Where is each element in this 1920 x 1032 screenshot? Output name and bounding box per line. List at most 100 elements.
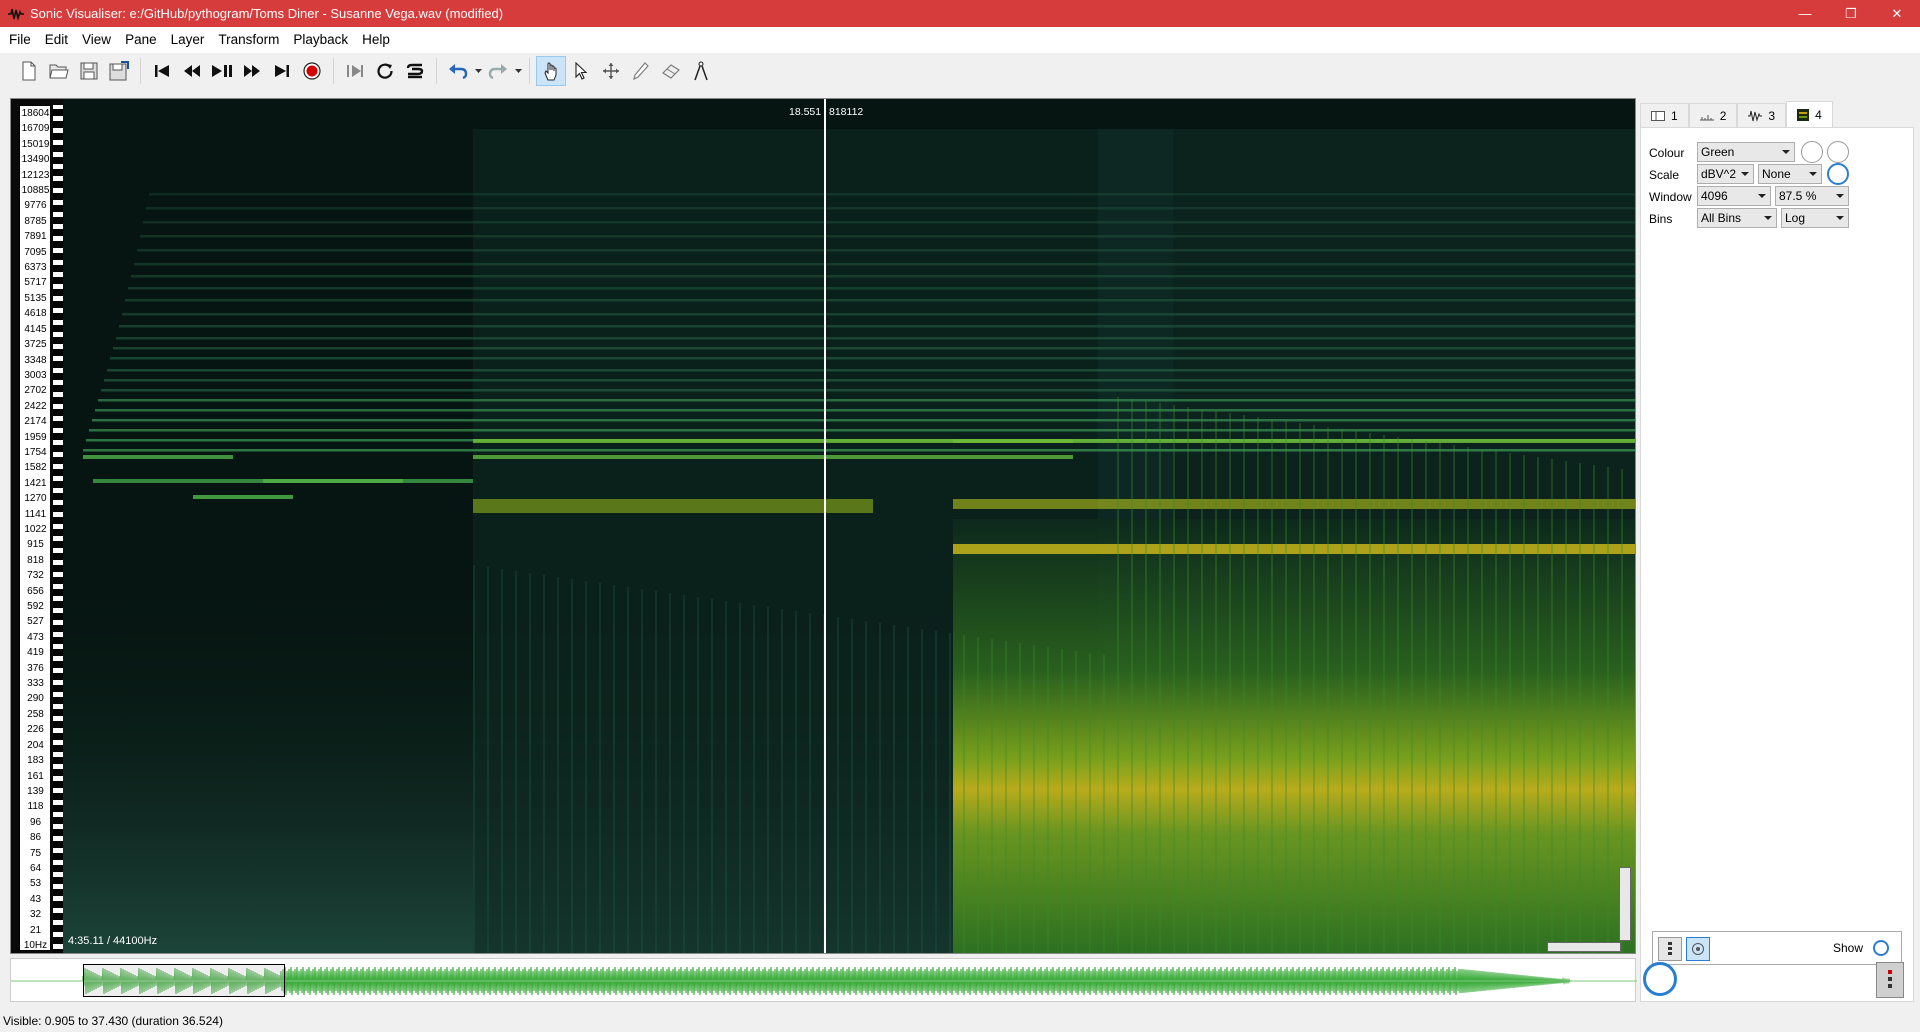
playback-speed-dial[interactable] (1643, 962, 1677, 996)
piano-key (53, 217, 63, 224)
bins-select[interactable]: All Bins (1697, 208, 1777, 228)
window-size-select[interactable]: 4096 (1697, 186, 1771, 206)
frequency-tick-label: 2422 (24, 400, 47, 412)
rewind-button[interactable] (177, 56, 207, 86)
piano-key (53, 133, 63, 140)
frequency-tick-label: 7095 (24, 246, 47, 258)
redo-history-dropdown[interactable] (513, 56, 523, 86)
frequency-tick-label: 226 (27, 724, 44, 736)
colour-select[interactable]: Green (1697, 142, 1795, 162)
layer-visibility-box: Show (1652, 931, 1902, 965)
piano-key (53, 445, 63, 452)
draw-tool-button[interactable] (626, 56, 656, 86)
redo-button[interactable] (483, 56, 513, 86)
menu-help[interactable]: Help (362, 32, 390, 47)
menu-file[interactable]: File (9, 32, 31, 47)
frequency-scale-select[interactable]: Log (1781, 208, 1849, 228)
menu-transform[interactable]: Transform (218, 32, 280, 47)
menu-edit[interactable]: Edit (44, 32, 69, 47)
edit-tool-button[interactable] (596, 56, 626, 86)
skip-end-button[interactable] (267, 56, 297, 86)
piano-key (53, 697, 63, 704)
piano-key (53, 745, 63, 752)
loop-icon (377, 63, 393, 79)
frequency-tick-label: 9776 (24, 200, 47, 212)
normalize-select[interactable]: None (1758, 164, 1822, 184)
erase-tool-button[interactable] (656, 56, 686, 86)
frequency-tick-label: 656 (27, 585, 44, 597)
show-toggle[interactable] (1873, 940, 1889, 956)
window-overlap-value: 87.5 % (1779, 189, 1817, 203)
piano-key (53, 769, 63, 776)
record-button[interactable] (297, 56, 327, 86)
waveform-trace (82, 966, 1571, 996)
piano-key (53, 361, 63, 368)
open-button[interactable] (44, 56, 74, 86)
close-button[interactable]: ✕ (1891, 5, 1903, 21)
piano-key (53, 553, 63, 560)
tab-waveform-label: 3 (1768, 108, 1776, 123)
piano-key (53, 685, 63, 692)
colour-rotation-dial[interactable] (1827, 141, 1849, 163)
piano-key (53, 637, 63, 644)
loop-button[interactable] (370, 56, 400, 86)
menu-view[interactable]: View (82, 32, 112, 47)
speaker-icon (1692, 943, 1704, 955)
solo-icon (406, 63, 424, 79)
layer-play-toggle[interactable] (1686, 937, 1710, 961)
rewind-start-button[interactable] (147, 56, 177, 86)
menu-layer[interactable]: Layer (170, 32, 205, 47)
frequency-scale: 18604 16709 15019 13490 12123 10885 9776 8785 78… (19, 105, 51, 951)
frequency-tick-label: 139 (27, 785, 44, 797)
piano-key (53, 937, 63, 944)
menu-playback[interactable]: Playback (293, 32, 349, 47)
play-pause-button[interactable] (207, 56, 237, 86)
frequency-tick-label: 15019 (21, 138, 50, 150)
tab-waveform[interactable]: 3 (1737, 103, 1787, 127)
ruler-icon (1699, 114, 1714, 120)
piano-key (53, 913, 63, 920)
frequency-tick-label: 473 (27, 631, 44, 643)
save-as-button[interactable] (104, 56, 134, 86)
menu-pane[interactable]: Pane (125, 32, 157, 47)
new-session-button[interactable] (14, 56, 44, 86)
play-parameters-button[interactable] (1658, 937, 1682, 961)
minimize-button[interactable]: — (1798, 6, 1812, 21)
piano-key (53, 325, 63, 332)
app-icon (8, 6, 24, 22)
piano-key (53, 709, 63, 716)
select-tool-button[interactable] (566, 56, 596, 86)
vertical-zoom-thumbwheel[interactable] (1619, 867, 1631, 941)
undo-button[interactable] (443, 56, 473, 86)
save-button[interactable] (74, 56, 104, 86)
overview-visible-region[interactable] (83, 964, 285, 997)
frequency-tick-label: 4618 (24, 308, 47, 320)
piano-keyboard[interactable] (53, 105, 63, 953)
tab-pane[interactable]: 1 (1640, 103, 1689, 127)
tab-spectrogram-label: 4 (1815, 107, 1822, 122)
tab-ruler[interactable]: 2 (1688, 103, 1738, 127)
play-selection-button[interactable] (340, 56, 370, 86)
play-selection-icon (347, 65, 363, 77)
restore-button[interactable]: ❐ (1845, 5, 1857, 21)
solo-button[interactable] (400, 56, 430, 86)
threshold-dial[interactable] (1827, 163, 1849, 185)
spectrogram-pane[interactable]: 18604 16709 15019 13490 12123 10885 9776 8785 78… (10, 98, 1636, 954)
measure-tool-button[interactable] (686, 56, 716, 86)
gain-dial[interactable] (1801, 141, 1823, 163)
horizontal-zoom-thumbwheel[interactable] (1547, 942, 1621, 952)
piano-key (53, 541, 63, 548)
fast-forward-button[interactable] (237, 56, 267, 86)
undo-history-dropdown[interactable] (473, 56, 483, 86)
piano-key (53, 397, 63, 404)
overview-waveform[interactable] (10, 958, 1637, 1002)
fast-forward-icon (244, 65, 260, 77)
piano-key (53, 121, 63, 128)
piano-key (53, 481, 63, 488)
spectrogram-view[interactable] (63, 99, 1636, 954)
scale-select[interactable]: dBV^2 (1697, 164, 1754, 184)
tab-spectrogram[interactable]: 4 (1786, 101, 1833, 127)
playhead-cursor[interactable] (824, 99, 826, 953)
navigate-tool-button[interactable] (536, 56, 566, 86)
window-overlap-select[interactable]: 87.5 % (1775, 186, 1849, 206)
